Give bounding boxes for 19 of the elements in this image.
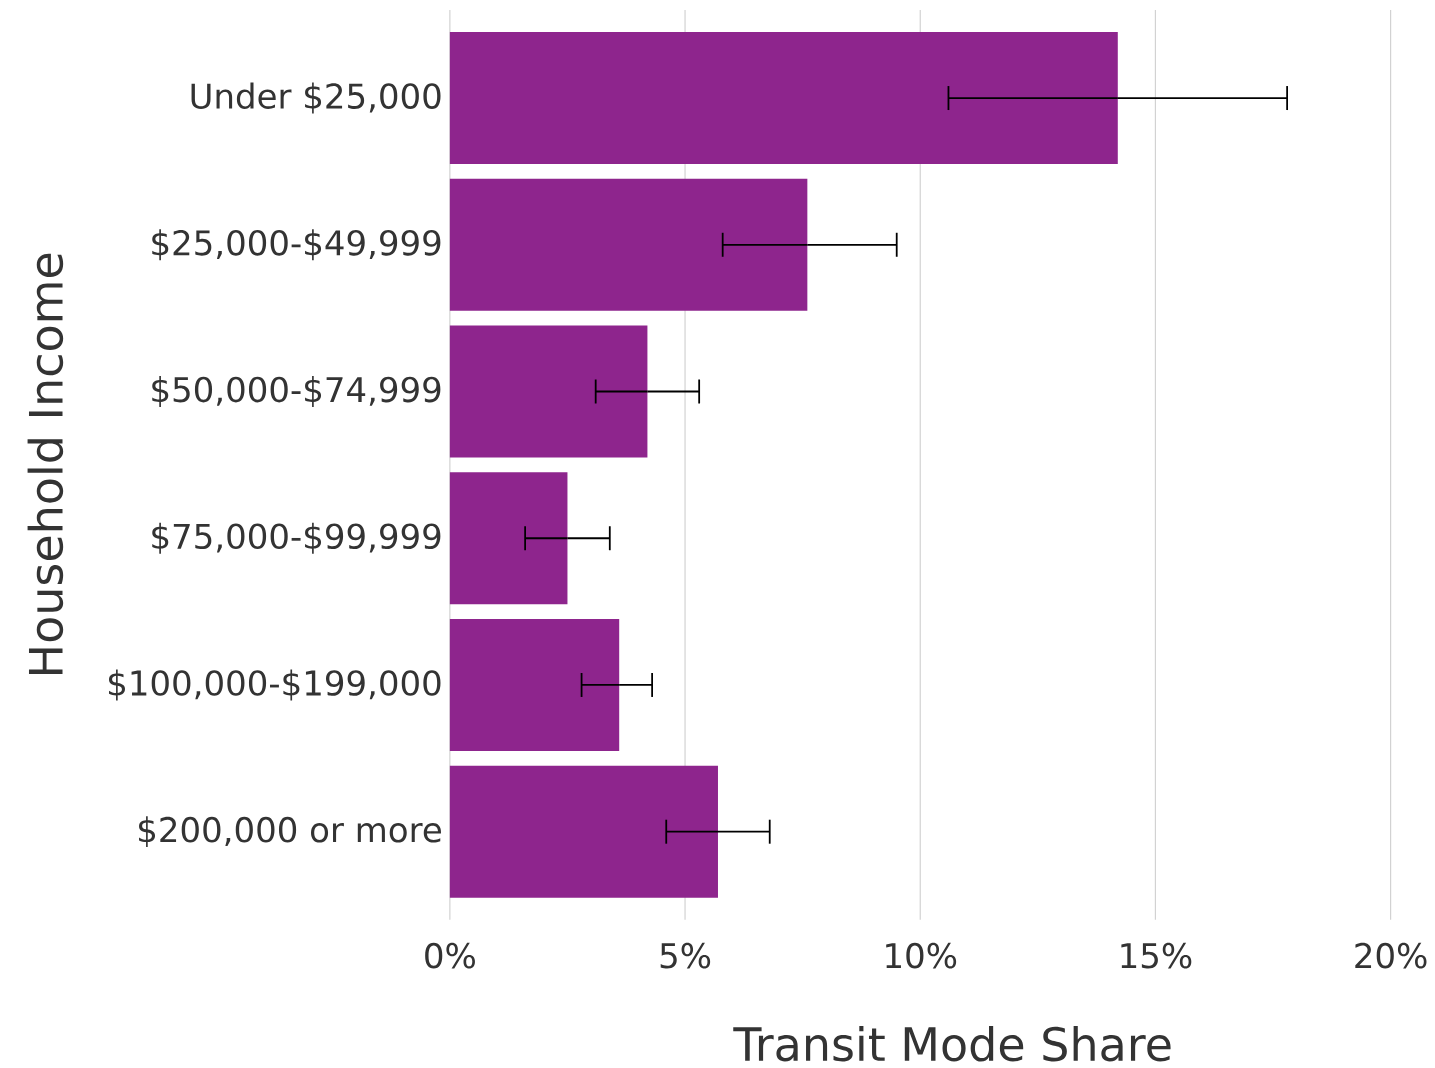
bar [449, 31, 1118, 165]
x-tick-label: 10% [886, 942, 957, 969]
y-axis-title: Household Income [27, 253, 64, 674]
x-tick-label: 5% [660, 942, 711, 969]
x-axis-title: Transit Mode Share [733, 1025, 1171, 1062]
y-tick-label: $50,000-$74,999 [152, 376, 441, 407]
x-tick-label: 20% [1355, 942, 1427, 969]
bar [449, 765, 718, 898]
y-tick-label: $75,000-$99,999 [152, 522, 441, 554]
y-tick-label: $100,000-$199,000 [109, 669, 441, 701]
y-tick-label: Under $25,000 [191, 82, 441, 114]
bar [449, 325, 648, 458]
x-tick-label: 15% [1121, 942, 1192, 969]
x-tick-label: 0% [425, 942, 475, 969]
y-tick-label: $200,000 or more [139, 816, 441, 848]
bar [449, 618, 620, 751]
bar [449, 178, 808, 311]
bar [449, 472, 568, 605]
y-tick-label: $25,000-$49,999 [152, 229, 441, 261]
